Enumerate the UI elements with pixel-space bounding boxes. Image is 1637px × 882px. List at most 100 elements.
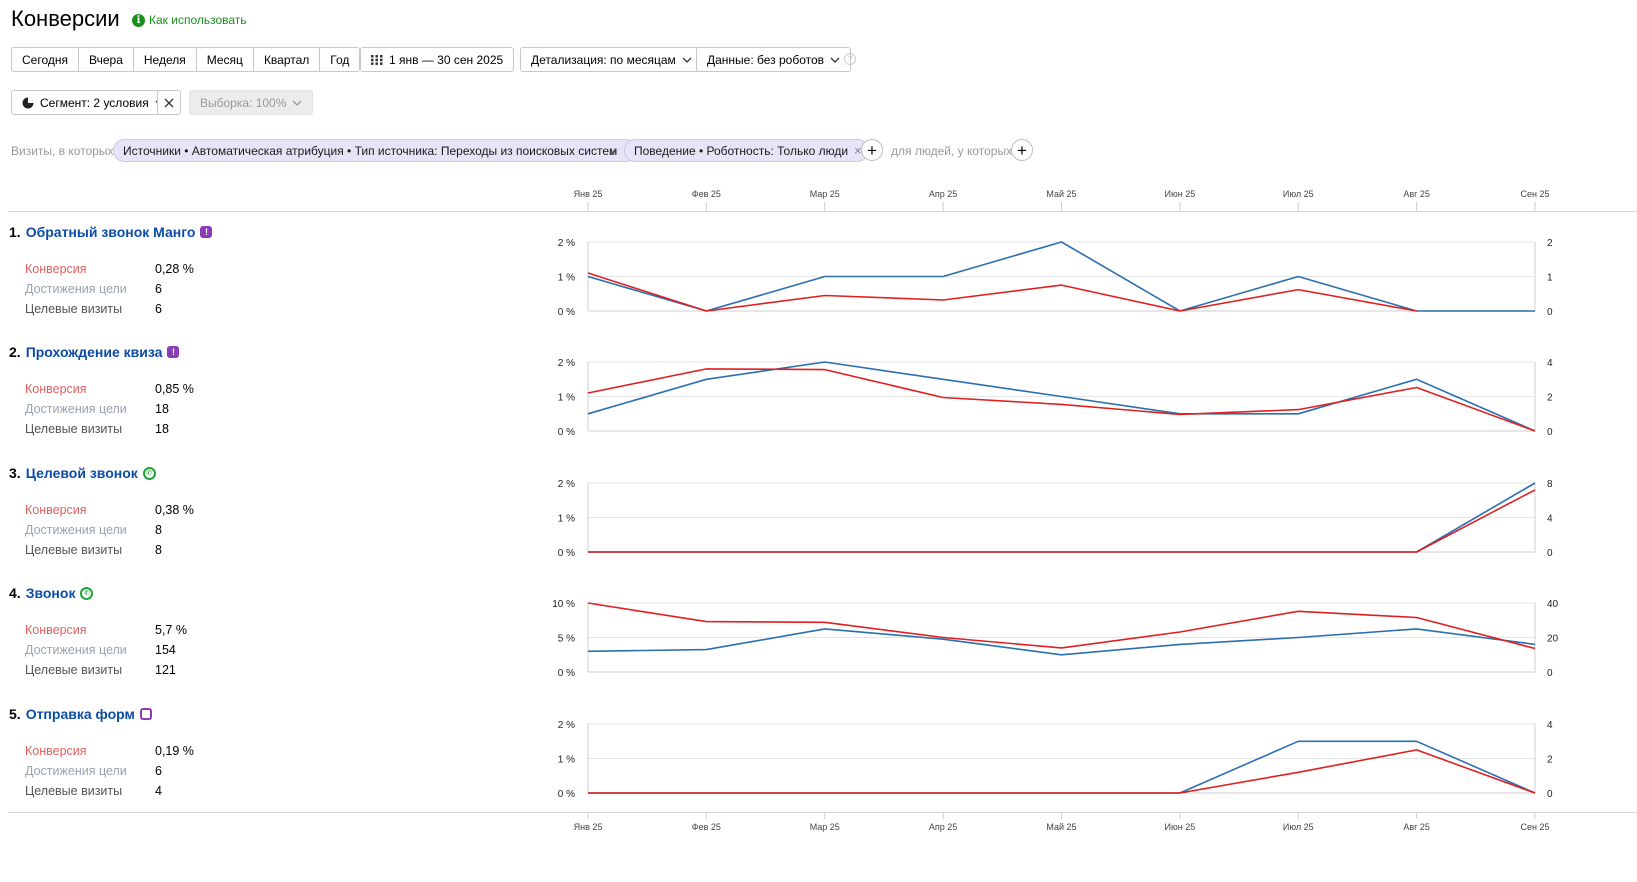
right-axis-tick-label: 0: [1547, 668, 1553, 679]
goal-row: 1. Обратный звонок Манго! Конверсия 0,28 % Д…: [0, 221, 1637, 341]
metric-reaches-value: 154: [155, 643, 176, 657]
metric-reaches: Достижения цели 6: [25, 761, 162, 781]
metric-visits: Целевые визиты 6: [25, 299, 162, 319]
left-axis-tick-label: 1 %: [558, 273, 575, 284]
right-axis-tick-label: 8: [1547, 479, 1553, 490]
chevron-down-icon: [830, 57, 840, 63]
goal-chart: 2 % 4 1 % 2 0 % 0: [558, 358, 1553, 438]
period-month-button[interactable]: Месяц: [196, 47, 254, 72]
goal-title: 4. Звонок ✆: [9, 585, 94, 601]
goal-number: 4.: [9, 585, 21, 601]
how-to-use-link[interactable]: i Как использовать: [132, 13, 247, 27]
filter-chip-behavior[interactable]: Поведение • Роботность: Только люди ×: [624, 139, 869, 162]
period-yesterday-button[interactable]: Вчера: [79, 47, 134, 72]
right-axis-tick-label: 0: [1547, 307, 1553, 318]
top-month-label: Апр 25: [929, 189, 957, 199]
date-range-label: 1 янв — 30 сен 2025: [389, 52, 504, 67]
metric-visits-label: Целевые визиты: [25, 422, 123, 436]
bottom-month-label: Сен 25: [1521, 822, 1550, 832]
left-axis-tick-label: 5 %: [558, 634, 575, 645]
right-axis-tick-label: 40: [1547, 599, 1559, 610]
right-axis-tick-label: 4: [1547, 514, 1553, 525]
metric-conversion: Конверсия 0,19 %: [25, 741, 194, 761]
info-icon: i: [132, 13, 145, 27]
filter-chip-source-label: Источники • Автоматическая атрибуция • Т…: [123, 143, 618, 158]
metric-visits: Целевые визиты 4: [25, 781, 162, 801]
goal-row: 2. Прохождение квиза! Конверсия 0,85 % Дости…: [0, 341, 1637, 461]
right-axis-tick-label: 0: [1547, 427, 1553, 438]
goal-name-link[interactable]: Звонок: [25, 585, 76, 601]
chevron-down-icon: [292, 100, 302, 106]
period-quarter-button[interactable]: Квартал: [253, 47, 321, 72]
top-month-label: Май 25: [1046, 189, 1076, 199]
metric-reaches-label: Достижения цели: [25, 402, 127, 416]
metric-conversion-label: Конверсия: [25, 262, 87, 276]
segment-label: Сегмент: 2 условия: [40, 95, 149, 110]
right-axis-tick-label: 0: [1547, 548, 1553, 559]
top-month-label: Июн 25: [1165, 189, 1196, 199]
metric-reaches-value: 18: [155, 402, 169, 416]
sample-dropdown[interactable]: Выборка: 100%: [189, 90, 314, 115]
phone-icon: ✆: [142, 466, 156, 480]
metric-conversion-value: 0,85 %: [155, 382, 194, 396]
goal-name-link[interactable]: Целевой звонок: [25, 465, 138, 481]
metric-reaches-label: Достижения цели: [25, 523, 127, 537]
date-range-button[interactable]: 1 янв — 30 сен 2025: [360, 47, 515, 72]
calendar-icon: [371, 54, 383, 65]
add-visit-condition-button[interactable]: +: [861, 139, 883, 161]
goal-name-link[interactable]: Отправка форм: [25, 706, 135, 722]
metric-visits: Целевые визиты 18: [25, 419, 169, 439]
remove-filter-icon[interactable]: ×: [854, 143, 862, 158]
metric-reaches-value: 6: [155, 764, 162, 778]
detail-dropdown[interactable]: Детализация: по месяцам: [520, 47, 703, 72]
conversion-series-line: [587, 602, 1536, 650]
bottom-month-label: Июн 25: [1165, 822, 1196, 832]
metric-visits-label: Целевые визиты: [25, 784, 123, 798]
reaches-series-line: [587, 361, 1536, 432]
metric-visits-value: 121: [155, 663, 176, 677]
data-filter-dropdown[interactable]: Данные: без роботов: [696, 47, 852, 72]
metric-reaches-label: Достижения цели: [25, 643, 127, 657]
metric-visits: Целевые визиты 8: [25, 540, 162, 560]
metric-conversion-value: 0,38 %: [155, 503, 194, 517]
metric-visits-value: 4: [155, 784, 162, 798]
goal-name-link[interactable]: Обратный звонок Манго: [25, 224, 196, 240]
help-icon[interactable]: ?: [844, 53, 856, 65]
metric-visits: Целевые визиты 121: [25, 660, 176, 680]
filter-chip-source[interactable]: Источники • Автоматическая атрибуция • Т…: [113, 139, 638, 162]
bottom-month-label: Фев 25: [692, 822, 721, 832]
bottom-month-label: Мар 25: [810, 822, 840, 832]
clear-segment-button[interactable]: [157, 90, 181, 115]
people-filter-label: для людей, у которых: [891, 144, 1013, 158]
goal-chart: 2 % 4 1 % 2 0 % 0: [558, 720, 1553, 800]
period-today-button[interactable]: Сегодня: [11, 47, 79, 72]
metric-visits-label: Целевые визиты: [25, 543, 123, 557]
segment-dropdown[interactable]: Сегмент: 2 условия: [11, 90, 174, 115]
metric-conversion-label: Конверсия: [25, 623, 87, 637]
left-axis-tick-label: 0 %: [558, 307, 575, 318]
detail-label: Детализация: по месяцам: [531, 52, 676, 67]
conversion-series-line: [588, 749, 1536, 794]
metric-conversion: Конверсия 5,7 %: [25, 620, 187, 640]
top-month-label: Янв 25: [574, 189, 603, 199]
goal-name-link[interactable]: Прохождение квиза: [25, 344, 163, 360]
add-people-condition-button[interactable]: +: [1011, 139, 1033, 161]
data-filter-label: Данные: без роботов: [707, 52, 825, 67]
chevron-down-icon: [682, 57, 692, 63]
visits-filter-prefix: Визиты, в которых: [11, 144, 114, 158]
right-axis-tick-label: 2: [1547, 393, 1553, 404]
metric-reaches: Достижения цели 18: [25, 399, 169, 419]
left-axis-tick-label: 0 %: [558, 548, 575, 559]
period-year-button[interactable]: Год: [320, 47, 361, 72]
left-axis-tick-label: 1 %: [558, 393, 575, 404]
left-axis-tick-label: 2 %: [558, 479, 575, 490]
goal-title: 3. Целевой звонок ✆: [9, 465, 156, 481]
goal-number: 1.: [9, 224, 21, 240]
filter-joiner: и: [610, 144, 617, 158]
metric-visits-value: 8: [155, 543, 162, 557]
goal-chart: 2 % 2 1 % 1 0 % 0: [558, 238, 1553, 318]
metric-visits-value: 6: [155, 302, 162, 316]
period-week-button[interactable]: Неделя: [133, 47, 197, 72]
metric-reaches: Достижения цели 6: [25, 279, 162, 299]
goal-title: 5. Отправка форм: [9, 706, 152, 722]
